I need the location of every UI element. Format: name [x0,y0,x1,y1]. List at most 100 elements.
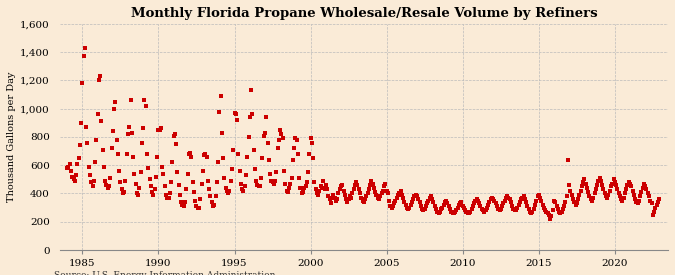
Point [321,183,331,187]
Point [643,191,653,196]
Point [253,184,264,189]
Point [451,208,462,213]
Point [157,164,167,169]
Point [435,210,446,214]
Point [403,207,414,211]
Point [265,172,275,176]
Point [215,94,226,98]
Point [227,167,238,172]
Point [165,191,176,196]
Point [578,180,589,184]
Point [119,190,130,194]
Point [543,213,554,217]
Point [514,200,525,204]
Point [159,184,170,189]
Point [516,197,526,201]
Point [302,170,313,175]
Point [317,186,327,190]
Point [77,81,88,86]
Point [587,198,597,203]
Point [99,164,109,169]
Point [234,169,245,173]
Point [319,187,330,191]
Point [120,178,131,183]
Point [133,193,144,197]
Point [412,194,423,199]
Point [242,155,252,159]
Point [389,201,400,206]
Point [162,196,173,200]
Point [252,183,263,187]
Point [304,152,315,156]
Point [260,131,271,135]
Point [561,194,572,199]
Point [387,204,398,208]
Point [337,183,348,187]
Point [536,198,547,203]
Point [205,194,216,199]
Point [123,132,134,136]
Point [284,186,294,190]
Point [545,217,556,221]
Point [481,205,492,210]
Point [468,201,479,206]
Point [607,182,618,186]
Point [91,138,102,142]
Point [377,188,388,193]
Point [503,196,514,200]
Point [111,138,122,142]
Point [106,146,117,150]
Point [185,150,196,155]
Point [148,193,159,197]
Point [445,207,456,211]
Point [352,183,363,187]
Point [184,152,194,156]
Point [562,157,573,162]
Point [257,156,268,160]
Point [517,196,528,200]
Point [564,183,574,187]
Point [171,142,182,146]
Point [306,141,317,145]
Point [209,203,219,207]
Point [247,112,258,117]
Point [298,190,308,194]
Point [474,201,485,206]
Point [266,178,277,183]
Point [523,207,534,211]
Point [375,194,385,199]
Point [254,184,265,189]
Point [594,176,605,180]
Point [186,155,197,159]
Point [547,208,558,213]
Point [531,198,541,203]
Point [192,205,203,210]
Point [383,191,394,196]
Point [644,194,655,199]
Point [632,201,643,206]
Point [477,207,487,211]
Point [295,186,306,190]
Point [236,182,246,186]
Point [385,204,396,208]
Point [637,186,648,190]
Point [522,204,533,208]
Point [584,194,595,199]
Point [244,115,255,119]
Point [620,191,630,196]
Point [279,182,290,186]
Point [508,207,519,211]
Point [493,207,504,211]
Point [90,160,101,165]
Point [82,141,93,145]
Point [229,111,240,115]
Point [494,208,505,213]
Point [371,193,382,197]
Point [214,109,225,114]
Point [605,184,616,189]
Point [237,187,248,191]
Point [275,128,286,132]
Point [396,188,406,193]
Point [591,183,602,187]
Point [132,191,142,196]
